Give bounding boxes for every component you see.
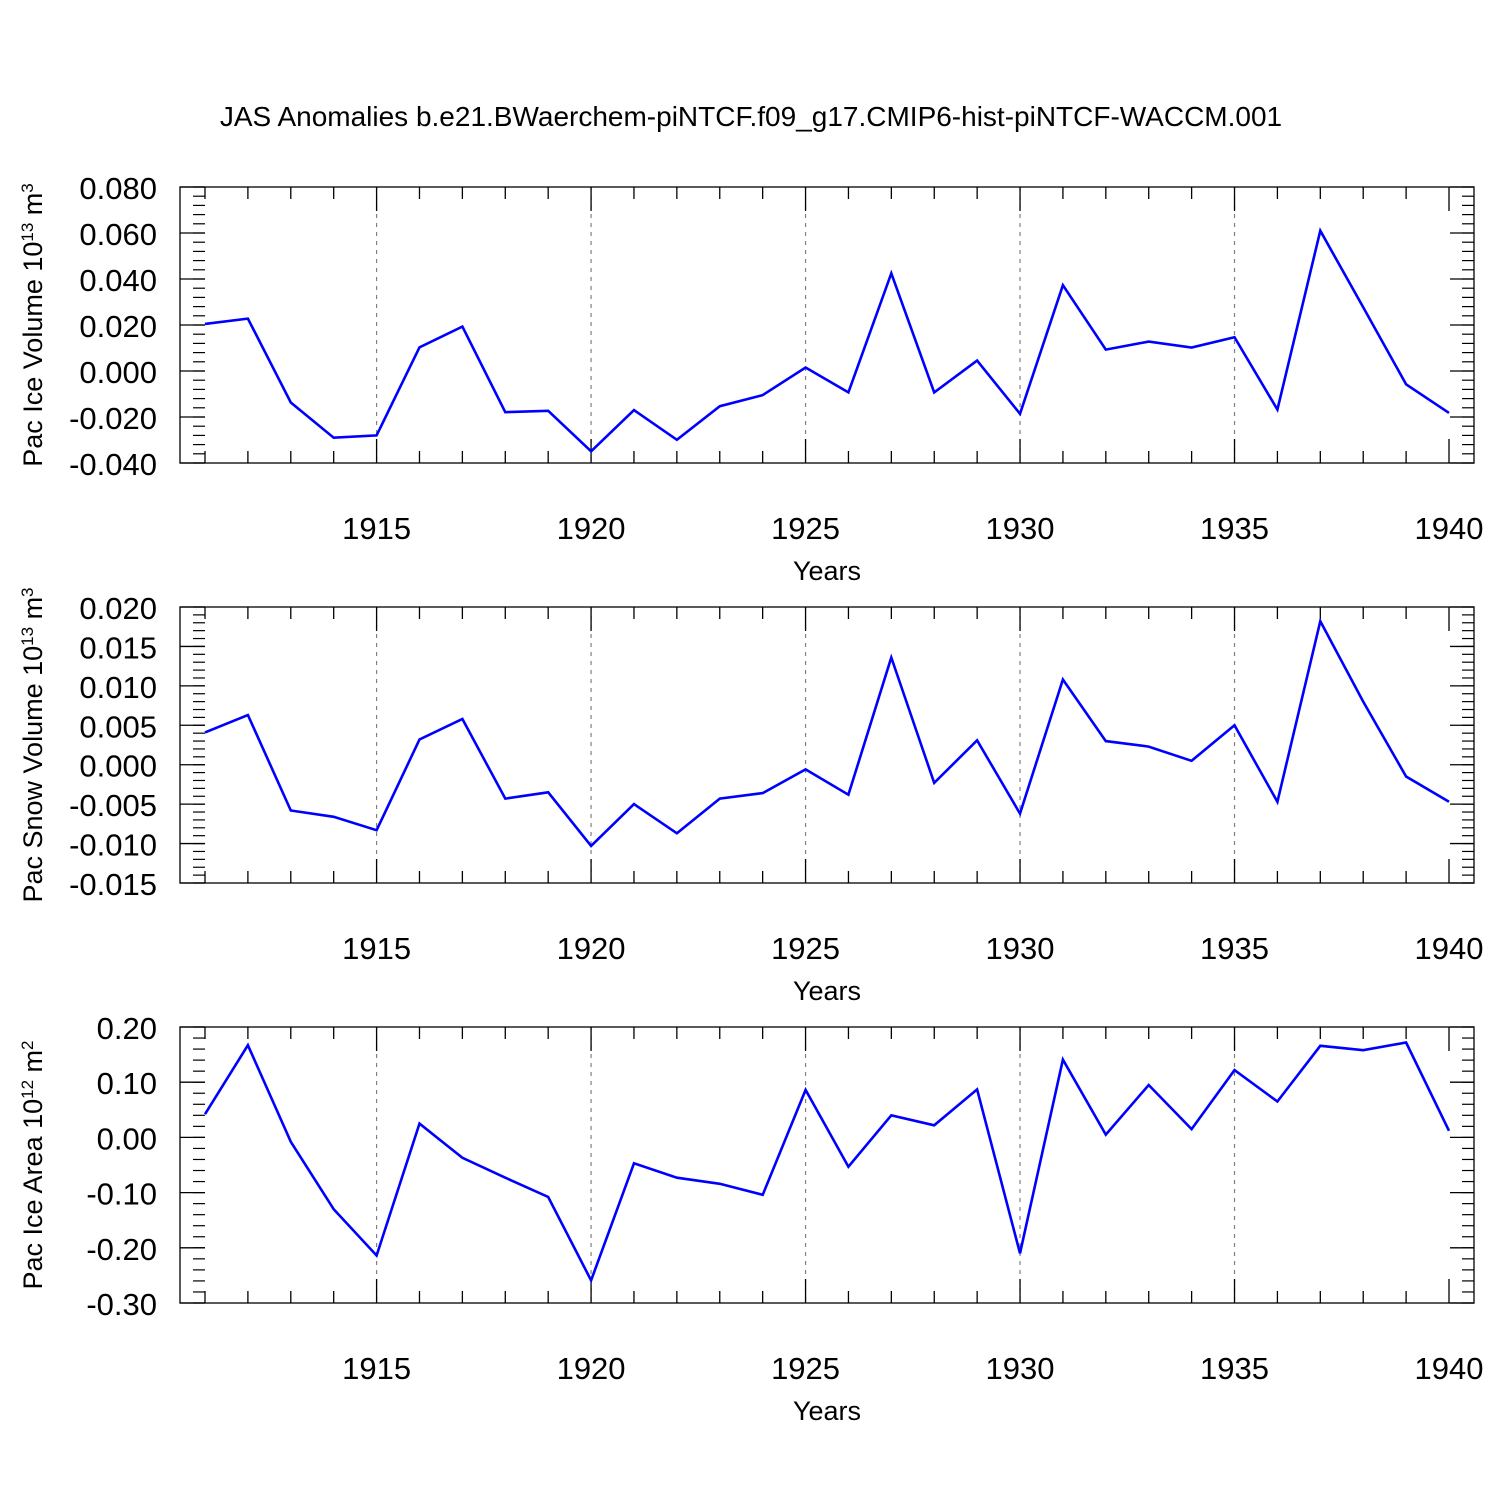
x-tick-label: 1940 xyxy=(1415,511,1484,546)
y-tick-label: 0.020 xyxy=(79,309,157,344)
x-axis-label: Years xyxy=(793,976,861,1006)
x-tick-label: 1920 xyxy=(557,1351,626,1386)
y-tick-label: -0.10 xyxy=(86,1177,157,1212)
y-tick-label: -0.010 xyxy=(69,828,157,863)
panel-2: -0.015 -0.010 -0.005 0.000 0.005 0.010 0.015 0.… xyxy=(18,587,1484,1006)
x-tick-label: 1930 xyxy=(986,511,1055,546)
y-tick-label: -0.30 xyxy=(86,1287,157,1322)
x-tick-label: 1935 xyxy=(1200,1351,1269,1386)
y-tick-label: 0.00 xyxy=(97,1121,157,1156)
x-tick-label: 1925 xyxy=(771,511,840,546)
figure-title: JAS Anomalies b.e21.BWaerchem-piNTCF.f09… xyxy=(220,101,1282,132)
panel-3: -0.30 -0.20 -0.10 0.00 0.10 0.20 1915 1920 1925 1… xyxy=(18,1011,1484,1426)
y-tick-label: -0.020 xyxy=(69,401,157,436)
y-tick-label: -0.015 xyxy=(69,867,157,902)
x-tick-label: 1935 xyxy=(1200,931,1269,966)
x-tick-label: 1940 xyxy=(1415,931,1484,966)
y-tick-label: 0.040 xyxy=(79,263,157,298)
y-tick-label: 0.015 xyxy=(79,630,157,665)
y-tick-label: -0.005 xyxy=(69,788,157,823)
x-tick-label: 1930 xyxy=(986,1351,1055,1386)
y-axis-label: Pac Snow Volume 1013 m3 xyxy=(18,587,49,902)
series-line xyxy=(204,617,1450,848)
x-tick-label: 1915 xyxy=(342,931,411,966)
x-tick-label: 1940 xyxy=(1415,1351,1484,1386)
series-line xyxy=(204,227,1450,454)
x-tick-label: 1930 xyxy=(986,931,1055,966)
y-tick-label: 0.020 xyxy=(79,591,157,626)
y-tick-label: -0.040 xyxy=(69,447,157,482)
y-tick-label: 0.000 xyxy=(79,355,157,390)
y-tick-label: 0.005 xyxy=(79,709,157,744)
x-tick-label: 1920 xyxy=(557,511,626,546)
panels: -0.040 -0.020 0.000 0.020 0.040 0.060 0.080 191… xyxy=(18,171,1484,1426)
panel-1: -0.040 -0.020 0.000 0.020 0.040 0.060 0.080 191… xyxy=(18,171,1484,586)
x-tick-label: 1915 xyxy=(342,511,411,546)
y-tick-label: 0.20 xyxy=(97,1011,157,1046)
y-axis-label: Pac Ice Volume 1013 m3 xyxy=(18,183,49,467)
plot-frame xyxy=(179,606,1475,884)
plot-frame xyxy=(179,1026,1475,1304)
series-line xyxy=(203,1041,1451,1284)
plot-frame xyxy=(179,186,1475,464)
y-tick-label: 0.080 xyxy=(79,171,157,206)
y-tick-label: 0.010 xyxy=(79,670,157,705)
y-tick-label: 0.060 xyxy=(79,217,157,252)
x-tick-label: 1915 xyxy=(342,1351,411,1386)
x-axis-label: Years xyxy=(793,556,861,586)
x-tick-label: 1920 xyxy=(557,931,626,966)
x-tick-label: 1935 xyxy=(1200,511,1269,546)
x-tick-label: 1925 xyxy=(771,1351,840,1386)
y-tick-label: 0.000 xyxy=(79,749,157,784)
x-tick-label: 1925 xyxy=(771,931,840,966)
y-axis-label: Pac Ice Area 1012 m2 xyxy=(18,1040,49,1289)
y-tick-label: 0.10 xyxy=(97,1066,157,1101)
y-tick-label: -0.20 xyxy=(86,1232,157,1267)
x-axis-label: Years xyxy=(793,1396,861,1426)
